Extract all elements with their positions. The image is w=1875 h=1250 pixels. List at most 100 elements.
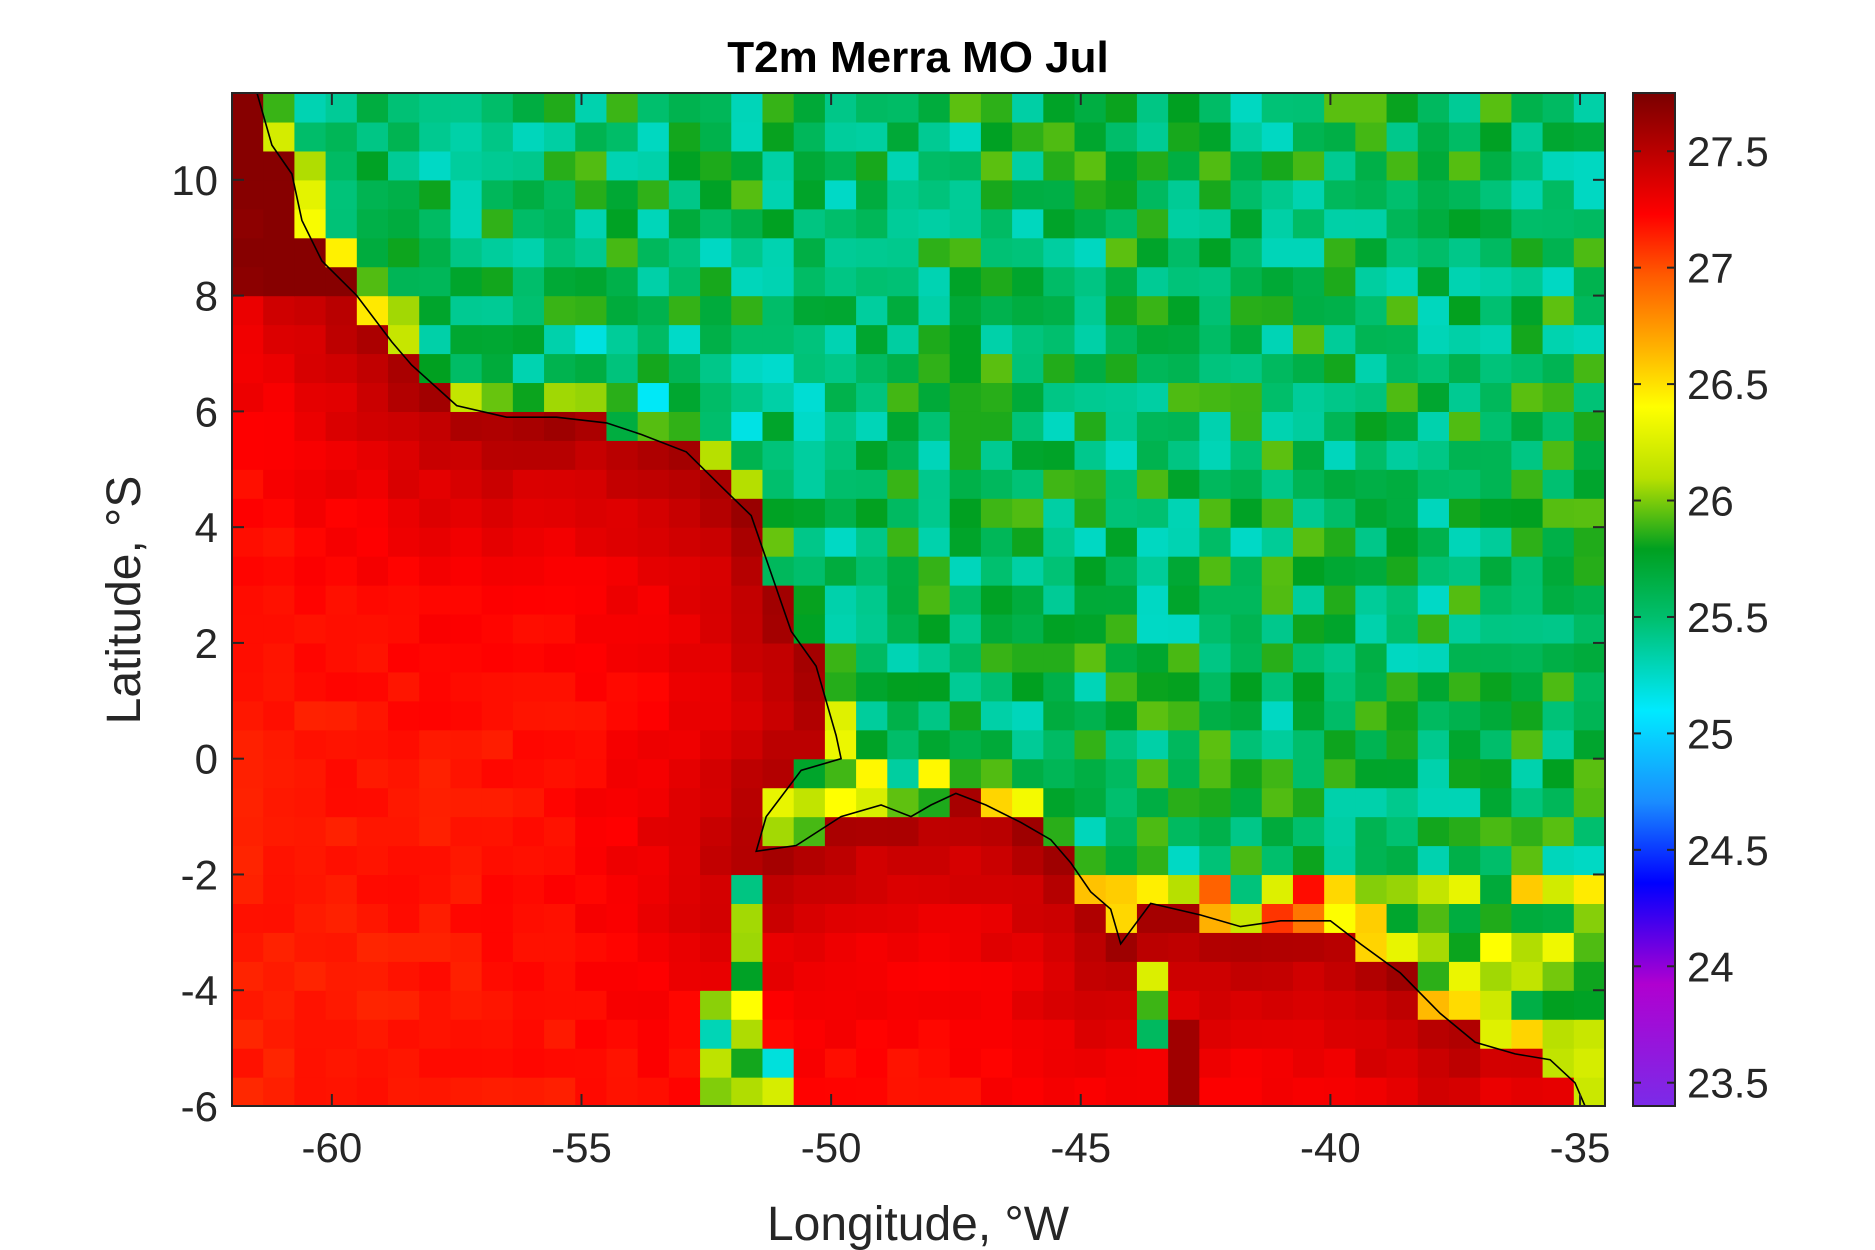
heatmap-cell: [294, 642, 327, 673]
heatmap-cell: [606, 585, 639, 615]
heatmap-cell: [419, 556, 452, 586]
heatmap-cell: [1480, 469, 1512, 499]
heatmap-cell: [980, 990, 1013, 1020]
heatmap-cell: [1043, 179, 1076, 210]
heatmap-cell: [1043, 585, 1076, 615]
heatmap-cell: [700, 613, 732, 644]
heatmap-cell: [419, 1077, 452, 1106]
heatmap-cell: [1105, 758, 1138, 789]
heatmap-cell: [731, 411, 764, 441]
heatmap-cell: [1292, 498, 1325, 528]
heatmap-cell: [637, 1077, 670, 1106]
heatmap-cell: [856, 585, 888, 615]
heatmap-cell: [1074, 440, 1107, 470]
heatmap-cell: [793, 208, 826, 239]
heatmap-cell: [325, 208, 358, 239]
heatmap-cell: [1292, 324, 1325, 355]
heatmap-cell: [325, 613, 358, 644]
heatmap-cell: [824, 208, 857, 239]
heatmap-cell: [1324, 585, 1356, 615]
heatmap-cell: [887, 411, 920, 441]
heatmap-cell: [294, 816, 327, 847]
heatmap-cell: [980, 903, 1013, 933]
heatmap-cell: [1480, 353, 1512, 384]
heatmap-cell: [949, 266, 982, 297]
heatmap-cell: [1199, 961, 1232, 991]
heatmap-cell: [575, 498, 608, 528]
heatmap-cell: [980, 961, 1013, 991]
heatmap-cell: [325, 845, 358, 876]
heatmap-cell: [232, 932, 264, 962]
heatmap-cell: [1542, 585, 1575, 615]
heatmap-cell: [356, 671, 389, 702]
heatmap-cell: [1292, 642, 1325, 673]
heatmap-cell: [887, 382, 920, 412]
heatmap-cell: [356, 266, 389, 297]
heatmap-cell: [1074, 556, 1107, 586]
heatmap-cell: [325, 469, 358, 499]
heatmap-cell: [1136, 990, 1169, 1020]
heatmap-cell: [918, 585, 951, 615]
heatmap-cell: [1324, 469, 1356, 499]
heatmap-cell: [824, 295, 857, 326]
heatmap-cell: [1168, 585, 1200, 615]
heatmap-cell: [1261, 758, 1294, 789]
heatmap-cell: [1105, 353, 1138, 384]
heatmap-cell: [450, 613, 483, 644]
heatmap-cell: [668, 787, 701, 818]
heatmap-cell: [949, 1077, 982, 1106]
heatmap-cell: [824, 758, 857, 789]
heatmap-cell: [544, 527, 576, 557]
heatmap-cell: [1074, 324, 1107, 355]
heatmap-cell: [356, 353, 389, 384]
heatmap-cell: [918, 237, 951, 268]
heatmap-cell: [388, 440, 420, 470]
heatmap-cell: [887, 758, 920, 789]
heatmap-cell: [918, 556, 951, 586]
heatmap-cell: [668, 527, 701, 557]
heatmap-cell: [232, 556, 264, 586]
heatmap-cell: [949, 787, 982, 818]
heatmap-cell: [668, 729, 701, 760]
heatmap-cell: [1168, 1019, 1200, 1049]
heatmap-cell: [388, 874, 420, 904]
heatmap-cell: [668, 266, 701, 297]
heatmap-cell: [918, 411, 951, 441]
heatmap-cell: [1136, 585, 1169, 615]
heatmap-cell: [232, 382, 264, 412]
heatmap-cell: [731, 700, 764, 731]
heatmap-cell: [887, 613, 920, 644]
heatmap-cell: [606, 816, 639, 847]
heatmap-cell: [824, 787, 857, 818]
heatmap-cell: [980, 671, 1013, 702]
heatmap-cell: [419, 671, 452, 702]
heatmap-cell: [1511, 961, 1544, 991]
heatmap-cell: [1573, 932, 1605, 962]
heatmap-cell: [1230, 527, 1263, 557]
heatmap-cell: [419, 903, 452, 933]
heatmap-cell: [356, 93, 389, 123]
heatmap-cell: [980, 353, 1013, 384]
heatmap-cell: [1261, 729, 1294, 760]
heatmap-cell: [980, 816, 1013, 847]
heatmap-cell: [544, 121, 576, 152]
heatmap-cell: [1355, 787, 1388, 818]
heatmap-cell: [1324, 237, 1356, 268]
heatmap-cell: [512, 845, 545, 876]
heatmap-cell: [668, 961, 701, 991]
heatmap-cell: [1292, 729, 1325, 760]
heatmap-cell: [388, 671, 420, 702]
heatmap-cell: [388, 179, 420, 210]
heatmap-cell: [356, 787, 389, 818]
heatmap-cell: [1199, 758, 1232, 789]
heatmap-cell: [1230, 758, 1263, 789]
heatmap-cell: [1480, 208, 1512, 239]
heatmap-cell: [1261, 527, 1294, 557]
heatmap-cell: [731, 1077, 764, 1106]
heatmap-cell: [1324, 527, 1356, 557]
heatmap-cell: [793, 961, 826, 991]
heatmap-cell: [1043, 990, 1076, 1020]
heatmap-cell: [388, 411, 420, 441]
heatmap-cell: [294, 613, 327, 644]
heatmap-cell: [325, 150, 358, 181]
